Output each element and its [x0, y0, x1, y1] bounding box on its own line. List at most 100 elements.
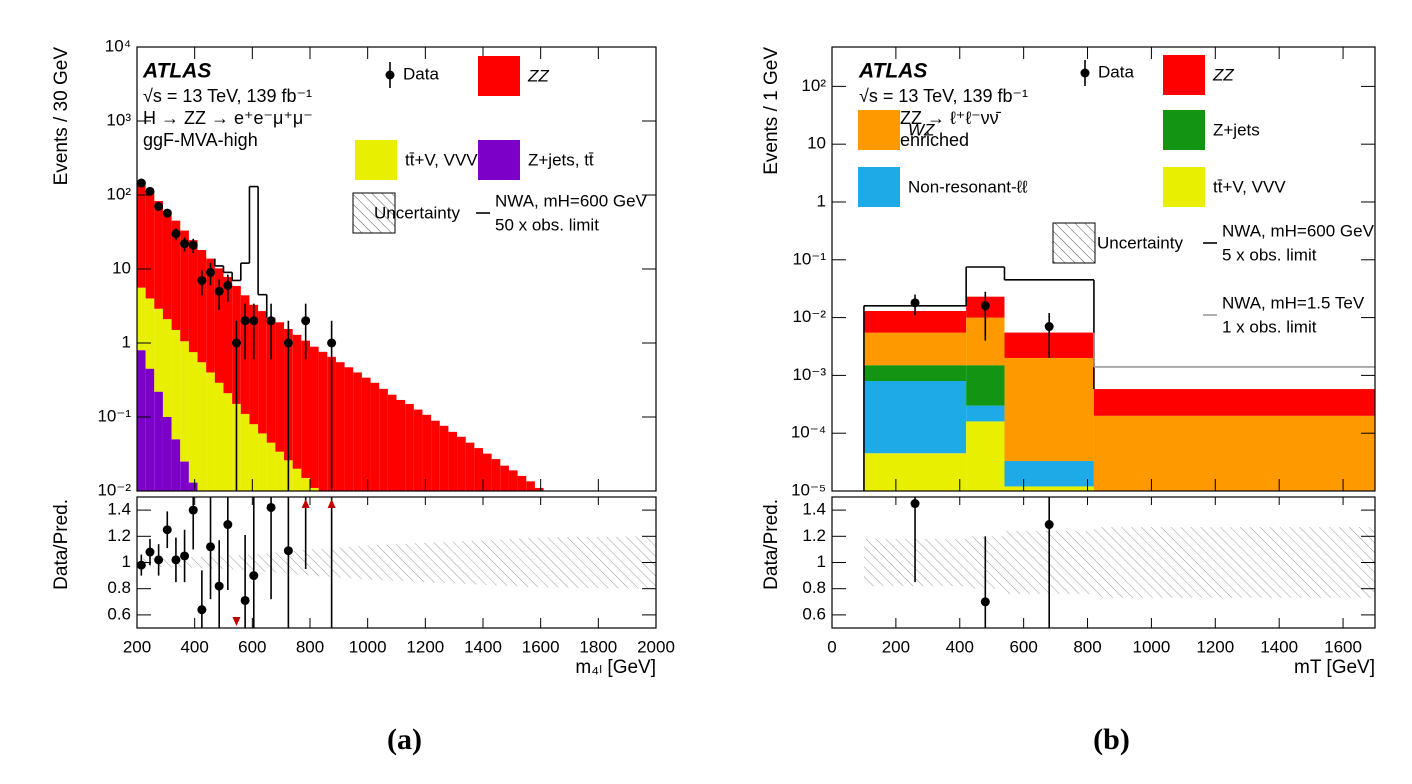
stack-bar — [162, 211, 172, 320]
ratio-point — [249, 571, 259, 581]
annotation: ATLAS — [858, 60, 927, 83]
stack-bar — [249, 424, 259, 491]
stack-bar — [206, 258, 215, 373]
y-tick-label: 10⁻⁵ — [791, 480, 826, 499]
legend-label: ZZ — [527, 66, 549, 85]
legend-label: Z+jets, tt̄ — [528, 150, 594, 169]
legend-swatch — [1163, 55, 1205, 95]
stack-bar — [310, 346, 319, 488]
ratio-point — [910, 499, 920, 509]
x-tick-label: 800 — [1073, 637, 1101, 656]
stack-bar — [370, 382, 380, 491]
ratio-point — [162, 525, 172, 535]
panel-label: (a) — [387, 723, 422, 756]
data-point — [231, 338, 241, 348]
data-point — [223, 280, 233, 290]
stack-bar — [310, 487, 319, 491]
stack-bar — [180, 230, 189, 342]
stack-bar — [171, 329, 181, 440]
uncertainty-band — [1093, 527, 1375, 598]
stack-bar — [301, 477, 310, 491]
stack-bar — [180, 461, 189, 491]
ratio-axis-label: Data/Pred. — [761, 499, 782, 590]
stack-bar — [275, 451, 285, 491]
legend-label: NWA, mH=600 GeV — [1222, 221, 1375, 240]
plot-frame — [831, 46, 1376, 492]
ratio-y-tick-label: 1.4 — [802, 500, 826, 519]
y-tick-label: 10⁻¹ — [792, 249, 826, 268]
data-point — [206, 267, 216, 277]
legend-swatch — [1163, 167, 1205, 207]
stack-bar — [292, 468, 302, 491]
stack-bar — [197, 362, 207, 491]
stack-bar — [863, 453, 967, 491]
y-tick-label: 10 — [112, 258, 131, 277]
stack-bar — [465, 442, 475, 491]
stack-bar — [266, 317, 276, 443]
legend-label: WZ — [908, 120, 935, 139]
x-tick-label: 200 — [882, 637, 910, 656]
uncertainty-band — [137, 536, 656, 589]
legend-label: 1 x obs. limit — [1222, 317, 1317, 336]
x-tick-label: 1400 — [464, 637, 502, 656]
stack-bar — [318, 351, 328, 491]
ratio-point — [154, 555, 164, 565]
legend-swatch — [478, 56, 520, 96]
y-tick-label: 10³ — [106, 110, 131, 129]
stack-bar — [483, 453, 492, 491]
ratio-point — [136, 560, 146, 570]
stack-bar — [171, 439, 181, 491]
x-tick-label: 600 — [1009, 637, 1037, 656]
stack-bar — [145, 191, 155, 299]
data-point — [266, 316, 276, 326]
data-point — [283, 338, 293, 348]
ratio-point — [188, 505, 198, 515]
ratio-point — [240, 595, 250, 605]
stack-bar — [396, 399, 406, 491]
ratio-point — [266, 502, 276, 512]
stack-bar — [863, 311, 967, 333]
ratio-point — [1044, 520, 1054, 530]
ratio-y-tick-label: 0.6 — [802, 604, 826, 623]
legend-label: NWA, mH=600 GeV — [495, 191, 648, 210]
x-tick-label: 200 — [123, 637, 151, 656]
stack-bar — [275, 322, 285, 452]
data-point — [188, 240, 198, 250]
stack-bar — [171, 220, 181, 330]
stack-bar — [223, 393, 233, 491]
stack-bar — [180, 341, 189, 462]
data-point — [197, 275, 207, 285]
data-point — [136, 178, 146, 188]
stack-bar — [214, 268, 224, 383]
stack-bar — [966, 405, 1005, 422]
stack-bar — [448, 431, 458, 491]
y-tick-label: 10 — [807, 134, 826, 153]
legend-label: Z+jets — [1213, 120, 1260, 139]
stack-bar — [491, 459, 501, 491]
data-point — [249, 316, 259, 326]
y-tick-label: 1 — [817, 191, 826, 210]
data-point — [327, 338, 337, 348]
stack-bar — [431, 420, 440, 491]
y-tick-label: 10⁴ — [105, 36, 131, 55]
panel-label: (b) — [1093, 723, 1130, 756]
stack-bar — [534, 487, 544, 491]
stack-bar — [474, 448, 483, 491]
legend-label: tt̄+V, VVV — [405, 150, 478, 169]
y-tick-label: 10² — [106, 184, 131, 203]
x-tick-label: 800 — [296, 637, 324, 656]
stack-bar — [353, 372, 362, 491]
stack-bar — [301, 340, 310, 478]
ratio-axis-label: Data/Pred. — [51, 499, 72, 590]
ratio-point — [145, 547, 155, 557]
stack-bar — [137, 287, 146, 351]
legend-hatch — [1052, 222, 1096, 264]
stack-bar — [966, 421, 1005, 491]
legend-hatch — [352, 192, 396, 234]
stack-bar — [387, 394, 397, 491]
stack-bar — [162, 417, 172, 491]
x-axis-label: mT [GeV] — [1294, 657, 1375, 678]
legend-label: Non-resonant-ℓℓ — [908, 177, 1028, 196]
stack-bar — [188, 482, 198, 491]
legend-swatch — [478, 140, 520, 180]
